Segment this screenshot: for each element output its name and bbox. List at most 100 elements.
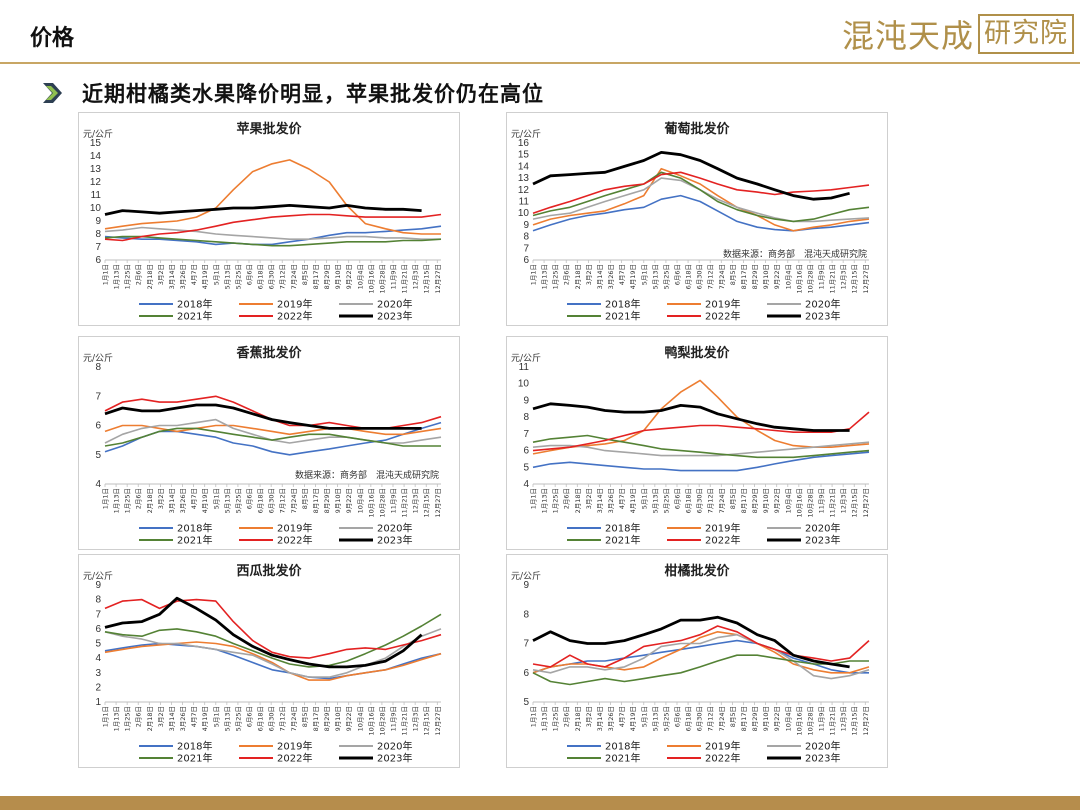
- x-tick-label: 12月15日: [423, 488, 431, 518]
- x-tick-label: 11月9日: [818, 706, 826, 731]
- chart-title: 西瓜批发价: [236, 563, 302, 579]
- series-line-2023: [104, 403, 422, 430]
- series-line-2021: [532, 654, 869, 686]
- x-tick-label: 10月4日: [356, 706, 364, 731]
- x-tick-label: 10月16日: [367, 706, 375, 736]
- x-tick-label: 10月16日: [795, 488, 803, 518]
- legend-label-2022: 2022年: [705, 310, 740, 323]
- x-tick-label: 2月6日: [135, 264, 143, 285]
- x-tick-label: 7月12日: [279, 264, 287, 289]
- x-tick-label: 9月10日: [762, 488, 770, 513]
- chart-panel-watermelon: 西瓜批发价 元/公斤 1 2 3 4 5 6 7 8 9 1月1日 1月13日 1月25日 2月6日 2月18…: [78, 554, 460, 768]
- chart-panel-pear: 鸭梨批发价 元/公斤 4 5 6 7 8 9 10 11 1月1日 1月13日 1月25日 2月6日 2月1…: [506, 336, 888, 550]
- x-tick-label: 11月21日: [401, 488, 409, 518]
- series-line-2022: [104, 213, 442, 242]
- x-tick-label: 3月14日: [596, 264, 604, 289]
- x-tick-label: 4月7日: [190, 488, 198, 509]
- y-tick-label: 15: [90, 138, 102, 149]
- x-tick-label: 6月18日: [257, 706, 265, 731]
- y-unit-label: 元/公斤: [511, 129, 541, 140]
- legend-label-2023: 2023年: [377, 752, 412, 765]
- y-tick-label: 15: [518, 150, 530, 161]
- series-line-2019: [532, 167, 870, 232]
- x-tick-label: 11月21日: [829, 706, 837, 736]
- x-tick-label: 6月30日: [696, 706, 704, 731]
- x-tick-label: 6月18日: [685, 706, 693, 731]
- y-tick-label: 4: [95, 479, 101, 490]
- y-tick-label: 14: [518, 161, 530, 172]
- x-tick-label: 12月27日: [434, 264, 442, 294]
- y-tick-label: 3: [95, 668, 101, 679]
- x-tick-label: 7月24日: [290, 488, 298, 513]
- subtitle-row: 近期柑橘类水果降价明显，苹果批发价仍在高位: [40, 78, 544, 108]
- x-tick-label: 6月30日: [268, 706, 276, 731]
- y-tick-label: 7: [523, 639, 529, 650]
- x-tick-label: 12月15日: [423, 706, 431, 736]
- x-tick-label: 5月13日: [651, 488, 659, 513]
- series-line-2023: [104, 596, 423, 669]
- page-title: 价格: [30, 26, 75, 51]
- x-tick-label: 5月13日: [651, 264, 659, 289]
- x-tick-label: 6月6日: [674, 706, 682, 727]
- legend-label-2020: 2020年: [377, 298, 412, 311]
- x-tick-label: 9月10日: [334, 706, 342, 731]
- x-tick-label: 10月28日: [806, 264, 814, 294]
- x-tick-label: 10月28日: [806, 488, 814, 518]
- x-tick-label: 12月3日: [412, 488, 420, 513]
- x-tick-label: 9月10日: [762, 706, 770, 731]
- legend-label-2019: 2019年: [705, 740, 740, 753]
- series-line-2019: [104, 641, 442, 681]
- x-tick-label: 12月15日: [851, 706, 859, 736]
- legend-label-2018: 2018年: [605, 740, 640, 753]
- x-tick-label: 5月25日: [234, 706, 242, 731]
- x-tick-label: 8月17日: [312, 706, 320, 731]
- series-line-2021: [104, 235, 442, 247]
- y-tick-label: 5: [95, 639, 101, 650]
- x-tick-label: 1月13日: [541, 706, 549, 731]
- x-tick-label: 12月27日: [434, 488, 442, 518]
- legend-label-2018: 2018年: [605, 298, 640, 311]
- chart-title: 柑橘批发价: [664, 563, 730, 579]
- chart-panel-apple: 苹果批发价 元/公斤 6 7 8 9 10 11 12 13 14 15 1月1日 1月13日 1月25日 2…: [78, 112, 460, 326]
- x-tick-label: 10月16日: [795, 264, 803, 294]
- y-tick-label: 10: [518, 208, 530, 219]
- x-tick-label: 1月25日: [552, 706, 560, 731]
- x-tick-label: 8月17日: [740, 488, 748, 513]
- chart-title: 苹果批发价: [236, 121, 302, 137]
- legend-label-2023: 2023年: [805, 310, 840, 323]
- x-tick-label: 11月9日: [390, 706, 398, 731]
- logo-box-text: 研究院: [978, 14, 1075, 54]
- x-tick-label: 8月5日: [729, 706, 737, 727]
- y-tick-label: 8: [95, 595, 101, 606]
- x-tick-label: 12月15日: [851, 488, 859, 518]
- x-tick-label: 8月5日: [729, 264, 737, 285]
- legend-label-2018: 2018年: [605, 522, 640, 535]
- x-tick-label: 10月16日: [367, 488, 375, 518]
- legend-label-2022: 2022年: [277, 310, 312, 323]
- legend-label-2019: 2019年: [277, 298, 312, 311]
- x-tick-label: 6月6日: [246, 488, 254, 509]
- x-tick-label: 10月28日: [806, 706, 814, 736]
- x-tick-label: 5月13日: [223, 488, 231, 513]
- legend-label-2019: 2019年: [705, 298, 740, 311]
- y-tick-label: 10: [90, 203, 102, 214]
- x-tick-label: 5月1日: [212, 706, 220, 727]
- x-tick-label: 6月30日: [268, 264, 276, 289]
- x-tick-label: 4月7日: [190, 264, 198, 285]
- x-tick-label: 3月26日: [179, 706, 187, 731]
- x-tick-label: 10月4日: [356, 488, 364, 513]
- series-line-2022: [532, 171, 870, 214]
- legend-label-2019: 2019年: [277, 522, 312, 535]
- y-tick-label: 13: [90, 164, 102, 175]
- series-line-2018: [532, 639, 869, 674]
- series-line-2023: [532, 151, 850, 201]
- legend-label-2019: 2019年: [277, 740, 312, 753]
- legend-label-2022: 2022年: [277, 752, 312, 765]
- logo-main-text: 混沌天成: [842, 17, 975, 55]
- x-tick-label: 11月21日: [829, 264, 837, 294]
- y-unit-label: 元/公斤: [83, 129, 113, 140]
- x-tick-label: 10月4日: [784, 706, 792, 731]
